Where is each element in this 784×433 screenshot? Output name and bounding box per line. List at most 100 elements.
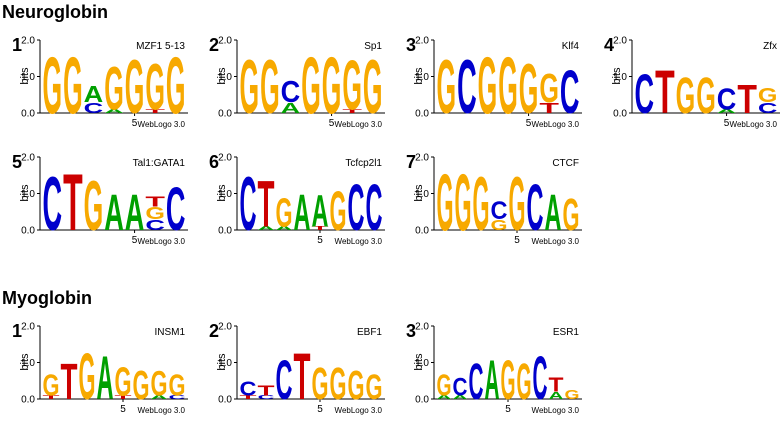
logo-letter: T [549,374,564,396]
y-tick-label: 0.0 [218,109,232,120]
panel-number: 3 [406,321,416,341]
logo-letter: C [169,394,186,400]
y-tick-label: 0.0 [21,109,35,120]
panel-number: 2 [209,321,219,341]
logo-letter: G [145,203,165,223]
y-axis-label: bits [413,184,425,202]
logo-letter: C [491,198,508,226]
credit: WebLogo 3.0 [335,120,383,129]
y-tick-label: 2.0 [218,153,232,164]
y-tick-label: 0.0 [21,226,35,237]
y-axis-label: bits [19,67,31,85]
y-tick-label: 0.0 [218,226,232,237]
y-tick-label: 2.0 [415,153,429,164]
logo-letter: G [260,45,280,130]
logo-letter: G [322,39,342,130]
y-tick-label: 0.0 [415,109,429,120]
logo-letter: A [437,395,452,401]
logo-letter: T [258,167,275,241]
x-tick-label: 5 [329,118,335,129]
y-tick-label: 1.0 [21,358,35,369]
logo-letter: T [294,339,311,413]
logo-letter: C [635,64,655,126]
x-tick-label: 5 [317,235,323,246]
logo-letter: G [133,364,150,409]
logo-letter: C [276,350,293,412]
logo-letter: T [240,394,257,400]
logo-letter: G [539,66,559,111]
y-tick-label: 1.0 [415,189,429,200]
logo-letter: G [169,368,186,402]
logo-letter: T [258,383,276,400]
logo-letter: C [457,45,477,130]
panel-number: 1 [12,321,22,341]
x-tick-label: 5 [505,404,511,415]
y-axis-label: bits [216,67,228,85]
logo-letter: A [104,184,124,241]
panel-number: 6 [209,152,219,172]
panel-number: 2 [209,35,219,55]
logo-letter: T [145,193,165,210]
y-tick-label: 0.0 [613,109,627,120]
panel-name: CTCF [552,158,579,169]
y-tick-label: 2.0 [21,322,35,333]
logo-letter: G [115,360,132,405]
section-title: Neuroglobin [2,2,108,22]
logo-letter: G [348,364,365,409]
y-tick-label: 0.0 [415,395,429,406]
y-tick-label: 0.0 [21,395,35,406]
logo-letter: G [166,39,186,130]
logo-letter: G [151,364,168,404]
y-axis-label: bits [19,184,31,202]
x-tick-label: 5 [724,118,730,129]
logo-letter: C [717,83,737,116]
y-tick-label: 1.0 [21,189,35,200]
section-title: Myoglobin [2,288,92,308]
credit: WebLogo 3.0 [532,406,580,415]
y-tick-label: 2.0 [218,322,232,333]
logo-letter: G [517,355,532,411]
logo-letter: G [437,45,457,130]
logo-letter: G [491,217,508,234]
panel-name: ESR1 [553,327,580,338]
x-tick-label: 5 [317,404,323,415]
credit: WebLogo 3.0 [532,120,580,129]
x-tick-label: 5 [120,404,126,415]
y-axis-label: bits [611,67,623,85]
logo-letter: C [527,170,544,244]
panel-name: MZF1 5-13 [136,41,185,52]
y-tick-label: 1.0 [613,72,627,83]
panel-name: Tcfcp2l1 [345,158,382,169]
y-tick-label: 1.0 [415,358,429,369]
logo-letter: T [737,77,757,122]
logo-letter: C [469,355,484,411]
logo-letter: C [166,176,186,244]
y-tick-label: 1.0 [218,72,232,83]
x-tick-label: 5 [526,118,532,129]
credit: WebLogo 3.0 [138,237,186,246]
panel-name: Klf4 [562,41,580,52]
logo-letter: T [63,156,83,247]
credit: WebLogo 3.0 [138,406,186,415]
logo-letter: C [348,170,365,244]
panel-name: Sp1 [364,41,382,52]
logo-letter: T [43,394,60,400]
logo-letter: G [473,161,490,246]
logo-letter: A [312,185,329,236]
logo-letter: G [455,157,472,248]
logo-letter: G [63,39,83,130]
panel-name: Zfx [763,41,777,52]
logo-letter: A [485,349,500,411]
logo-letter: G [301,39,321,130]
logo-letter: G [501,349,516,411]
logo-letter: C [240,377,257,400]
y-axis-label: bits [19,353,31,371]
logo-letter: G [84,167,104,246]
panel-number: 1 [12,35,22,55]
logo-letter: A [549,390,564,401]
logo-letter: T [342,109,363,115]
logo-letter: G [312,358,329,409]
x-tick-label: 5 [132,235,138,246]
logo-letter: G [437,157,454,248]
